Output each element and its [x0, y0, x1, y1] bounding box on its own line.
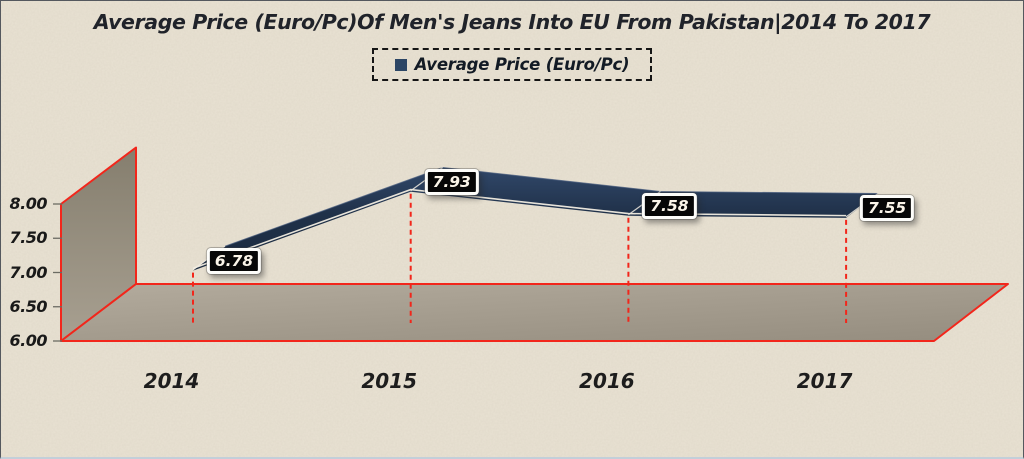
legend-label: Average Price (Euro/Pc): [414, 55, 630, 74]
legend: Average Price (Euro/Pc): [372, 48, 652, 81]
series-line: [192, 188, 847, 270]
series-ribbon: [193, 167, 879, 271]
floor: [60, 283, 1009, 342]
chart-title: Average Price (Euro/Pc)Of Men's Jeans In…: [93, 10, 931, 34]
ribbon-top-edge: [224, 166, 879, 247]
legend-series-marker-icon: [394, 58, 407, 71]
